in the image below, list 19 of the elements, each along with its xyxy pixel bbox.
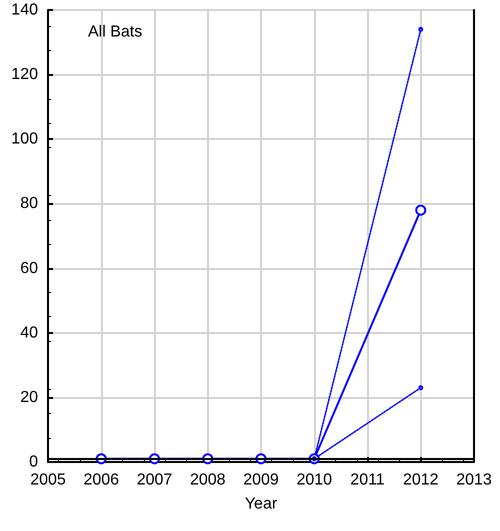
- x-tick-label: 2007: [136, 472, 172, 488]
- annotation: All Bats: [88, 24, 142, 40]
- x-tick-label: 2008: [190, 472, 226, 488]
- y-tick-label: 40: [20, 324, 38, 342]
- x-tick-label: 2010: [296, 472, 332, 488]
- y-tick-label: 0: [29, 454, 38, 470]
- y-tick-label: 20: [20, 388, 38, 406]
- y-tick-label: 120: [11, 66, 38, 84]
- y-tick-label: 80: [20, 195, 38, 212]
- x-tick-label: 2012: [402, 472, 439, 488]
- y-tick-label: 140: [11, 2, 38, 18]
- x-axis-title: Year: [244, 496, 278, 512]
- y-tick-label: 60: [20, 260, 38, 277]
- x-tick-label: 2009: [243, 472, 279, 488]
- x-tick-label: 2013: [456, 472, 492, 488]
- x-tick-label: 2011: [350, 472, 385, 488]
- x-tick-label: 2005: [30, 472, 66, 488]
- x-tick-label: 2006: [83, 472, 120, 488]
- y-tick-label: 100: [11, 130, 38, 148]
